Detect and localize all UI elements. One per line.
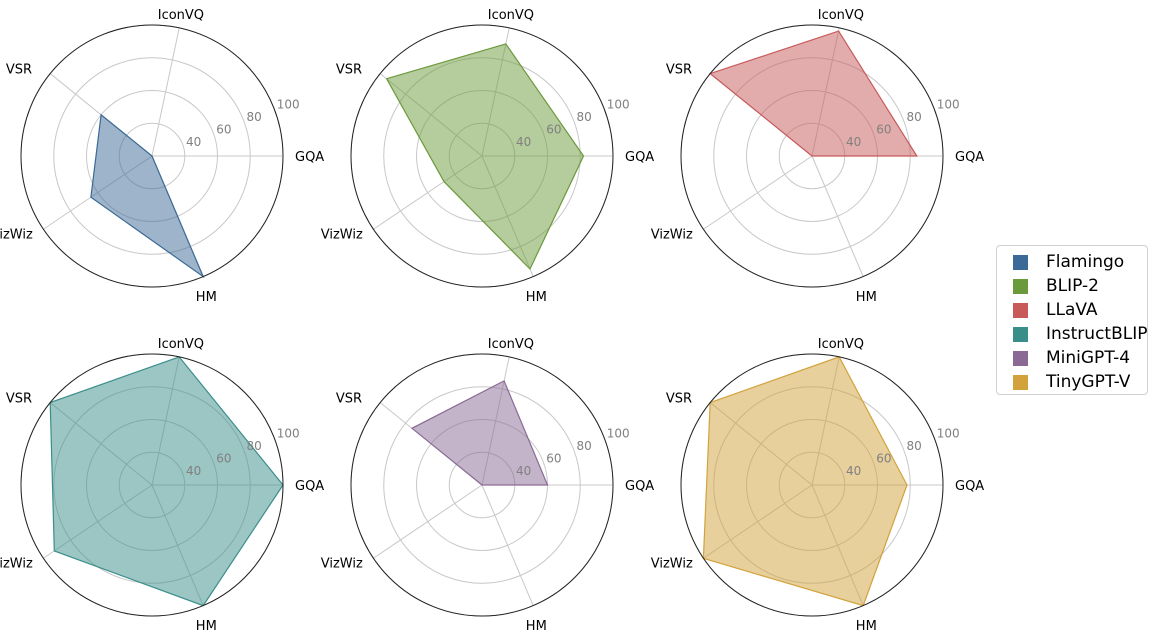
series-area <box>385 43 585 271</box>
axis-label: IconVQ <box>818 8 864 23</box>
legend: Flamingo BLIP-2 LLaVA InstructBLIP MiniG… <box>996 245 1148 395</box>
axis-label: HM <box>526 290 547 305</box>
radar-chart: 40 60 80 100 GQA IconVQ VSR VizWiz HM <box>0 8 324 305</box>
radar-chart-grid: 40 60 80 100 GQA IconVQ VSR VizWiz HM 40 60 80 100 GQ… <box>0 8 985 634</box>
tick-label: 60 <box>546 122 561 136</box>
legend-swatch <box>1013 278 1028 294</box>
axis-label: IconVQ <box>158 337 204 352</box>
legend-item: Flamingo <box>1013 250 1147 274</box>
axis-label: VizWiz <box>0 228 33 243</box>
axis-spoke <box>373 484 483 559</box>
axis-label: VSR <box>666 392 692 407</box>
tick-label: 40 <box>516 135 531 149</box>
legend-label: LLaVA <box>1046 300 1098 320</box>
legend-label: TinyGPT-V <box>1046 372 1131 392</box>
axis-label: VizWiz <box>0 557 33 572</box>
axis-label: GQA <box>955 150 984 165</box>
outer-frame <box>350 24 614 288</box>
tick-label: 40 <box>846 464 861 478</box>
axis-spoke <box>811 155 864 277</box>
legend-item: LLaVA <box>1013 298 1147 322</box>
tick-label: 100 <box>277 426 300 440</box>
legend-swatch <box>1013 254 1028 270</box>
series-area <box>708 30 918 157</box>
axis-label: VSR <box>6 392 32 407</box>
axis-label: VSR <box>6 63 32 78</box>
tick-label: 100 <box>607 97 630 111</box>
tick-label: 40 <box>516 464 531 478</box>
axis-label: IconVQ <box>488 8 534 23</box>
axis-label: VizWiz <box>651 228 693 243</box>
axis-label: GQA <box>295 150 324 165</box>
axis-label: HM <box>856 619 877 634</box>
legend-item: MiniGPT-4 <box>1013 346 1147 370</box>
axis-label: IconVQ <box>818 337 864 352</box>
legend-label: Flamingo <box>1046 252 1125 272</box>
legend-label: BLIP-2 <box>1046 276 1099 296</box>
tick-label: 60 <box>876 451 891 465</box>
radar-chart: 40 60 80 100 GQA IconVQ VSR VizWiz HM <box>321 337 655 634</box>
tick-label: 80 <box>907 110 922 124</box>
legend-swatch <box>1013 326 1028 342</box>
tick-label: 80 <box>247 439 262 453</box>
legend-swatch <box>1013 374 1028 390</box>
tick-label: 100 <box>277 97 300 111</box>
axis-label: HM <box>196 290 217 305</box>
outer-frame <box>680 353 944 617</box>
axis-label: VizWiz <box>651 557 693 572</box>
tick-label: 40 <box>186 135 201 149</box>
outer-frame <box>20 353 284 617</box>
legend-swatch <box>1013 350 1028 366</box>
series-area <box>49 356 284 607</box>
axis-label: VSR <box>336 63 362 78</box>
tick-label: 80 <box>577 439 592 453</box>
axis-label: HM <box>856 290 877 305</box>
axis-label: VSR <box>336 392 362 407</box>
axis-spoke <box>703 155 813 230</box>
tick-label: 80 <box>577 110 592 124</box>
tick-label: 100 <box>937 426 960 440</box>
legend-label: MiniGPT-4 <box>1046 348 1131 368</box>
axis-label: VizWiz <box>321 228 363 243</box>
tick-label: 100 <box>607 426 630 440</box>
axis-label: VizWiz <box>321 557 363 572</box>
axis-spoke <box>481 484 534 606</box>
tick-label: 60 <box>216 122 231 136</box>
radar-chart: 40 60 80 100 GQA IconVQ VSR VizWiz HM <box>0 337 324 634</box>
tick-label: 40 <box>846 135 861 149</box>
tick-label: 60 <box>546 451 561 465</box>
axis-label: GQA <box>625 479 654 494</box>
outer-frame <box>20 24 284 288</box>
axis-label: HM <box>526 619 547 634</box>
radar-chart: 40 60 80 100 GQA IconVQ VSR VizWiz HM <box>321 8 655 305</box>
tick-label: 80 <box>247 110 262 124</box>
tick-label: 60 <box>216 451 231 465</box>
outer-frame <box>680 24 944 288</box>
axis-label: GQA <box>625 150 654 165</box>
axis-label: VSR <box>666 63 692 78</box>
legend-label: InstructBLIP <box>1046 324 1148 344</box>
tick-label: 100 <box>937 97 960 111</box>
legend-item: TinyGPT-V <box>1013 370 1147 394</box>
axis-label: GQA <box>955 479 984 494</box>
legend-item: InstructBLIP <box>1013 322 1148 346</box>
radar-chart: 40 60 80 100 GQA IconVQ VSR VizWiz HM <box>651 8 985 305</box>
outer-frame <box>350 353 614 617</box>
legend-item: BLIP-2 <box>1013 274 1147 298</box>
tick-label: 60 <box>876 122 891 136</box>
axis-label: IconVQ <box>158 8 204 23</box>
axis-label: GQA <box>295 479 324 494</box>
tick-label: 40 <box>186 464 201 478</box>
legend-swatch <box>1013 302 1028 318</box>
series-area <box>702 356 908 607</box>
radar-chart: 40 60 80 100 GQA IconVQ VSR VizWiz HM <box>651 337 985 634</box>
axis-spoke <box>151 27 180 157</box>
tick-label: 80 <box>907 439 922 453</box>
axis-label: HM <box>196 619 217 634</box>
axis-label: IconVQ <box>488 337 534 352</box>
